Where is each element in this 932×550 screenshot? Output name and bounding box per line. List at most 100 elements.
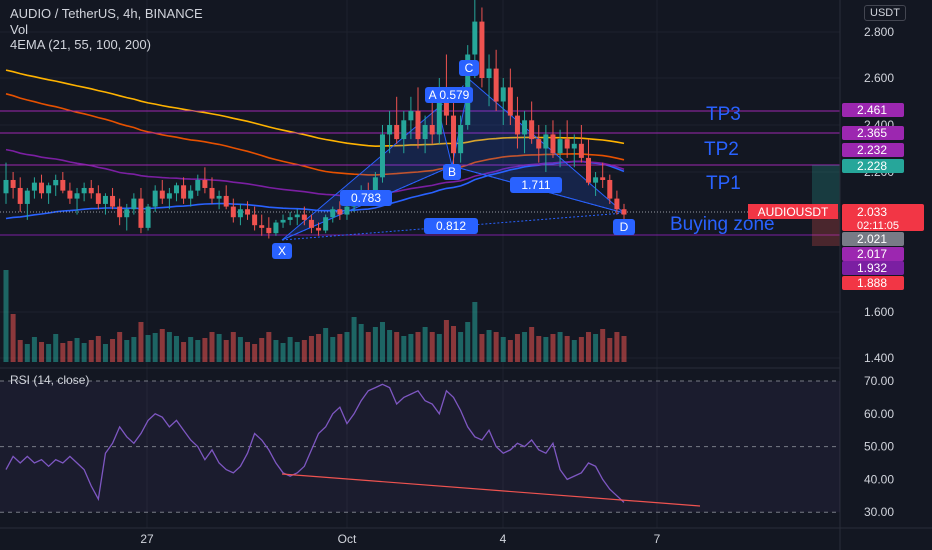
volume-bar — [557, 332, 563, 362]
candle-body — [379, 134, 385, 178]
candle-body — [209, 187, 215, 199]
volume-bar — [173, 336, 179, 362]
symbol-badge-bg — [748, 204, 838, 219]
candle-body — [614, 198, 620, 210]
price-label-bg — [842, 232, 904, 246]
candle-body — [110, 195, 116, 207]
ema-100-line — [5, 93, 625, 176]
candle-body — [252, 214, 258, 226]
volume-bar — [202, 338, 208, 362]
volume-bar — [443, 320, 449, 362]
candle-body — [486, 68, 492, 78]
volume-bar — [60, 343, 66, 362]
ratio-cd-label-bg — [510, 177, 562, 193]
volume-bar — [600, 329, 606, 362]
point-a-label-bg — [425, 87, 473, 103]
candle-body — [500, 87, 506, 102]
candle-body — [571, 143, 577, 149]
volume-bar — [344, 332, 350, 362]
volume-bar — [74, 338, 80, 362]
rsi-pane[interactable]: 70.00 60.00 50.00 40.00 30.00 — [0, 374, 894, 519]
volume-bar — [387, 330, 393, 362]
volume-bar — [39, 342, 45, 362]
candle-body — [316, 227, 322, 231]
price-label: 2.365 — [857, 126, 887, 140]
candle-body — [557, 139, 563, 154]
candle-body — [223, 195, 229, 207]
candle-body — [230, 206, 236, 218]
ema-indicator-label[interactable]: 4EMA (21, 55, 100, 200) — [10, 37, 151, 52]
tp-annotations[interactable]: TP3 TP2 TP1 Buying zone — [670, 104, 775, 235]
volume-bar — [401, 336, 407, 362]
point-d-label: D — [620, 220, 629, 234]
rsi-divergence-line — [281, 473, 701, 507]
volume-bar — [10, 314, 16, 362]
volume-bars — [3, 270, 627, 362]
price-label-bg — [842, 261, 904, 275]
volume-bar — [166, 332, 172, 362]
rsi-tick-label: 50.00 — [864, 440, 894, 454]
rsi-tick-label: 70.00 — [864, 374, 894, 388]
volume-bar — [145, 335, 151, 362]
candle-body — [522, 120, 528, 135]
currency-selector[interactable]: USDT — [864, 5, 906, 21]
volume-bar — [88, 340, 94, 362]
candle-body — [74, 193, 80, 199]
volume-bar — [536, 336, 542, 362]
volume-bar — [131, 337, 137, 362]
candle-body — [17, 187, 23, 204]
candle-body — [507, 87, 513, 116]
volume-bar — [252, 344, 258, 362]
time-axis[interactable]: 27 Oct 4 7 — [0, 527, 932, 546]
candle-body — [529, 120, 535, 140]
volume-bar — [316, 334, 322, 362]
ema-200-line — [5, 69, 625, 148]
candle-body — [181, 185, 187, 199]
volume-bar — [188, 337, 194, 362]
price-label-bg — [842, 143, 904, 157]
candle-body — [479, 21, 485, 79]
volume-bar — [550, 334, 556, 362]
volume-bar — [451, 326, 457, 362]
ratio-xb-label: 0.783 — [351, 191, 381, 205]
candle-body — [10, 179, 16, 188]
volume-bar — [237, 337, 243, 362]
candle-body — [266, 227, 272, 234]
pattern-labels[interactable]: X A 0.579 B C D 0.783 1.711 0.812 — [272, 60, 635, 259]
price-label: 2.232 — [857, 143, 887, 157]
price-label-bg — [842, 159, 904, 173]
point-b-label-bg — [443, 164, 461, 180]
candle-body — [287, 217, 293, 220]
candle-body — [145, 206, 151, 228]
price-label-bg — [842, 276, 904, 290]
volume-bar — [379, 322, 385, 362]
price-label: 1.932 — [857, 261, 887, 275]
candle-body — [216, 195, 222, 199]
point-b-label: B — [448, 165, 456, 179]
candle-body — [152, 190, 158, 207]
price-axis[interactable]: 2.8002.6002.4002.2001.6001.4002.4612.365… — [748, 0, 932, 550]
volume-bar — [280, 343, 286, 362]
volume-bar — [124, 340, 130, 362]
volume-bar — [216, 334, 222, 362]
candle-body — [308, 219, 314, 228]
candle-body — [294, 214, 300, 218]
volume-bar — [53, 334, 59, 362]
candle-body — [173, 185, 179, 194]
candle-body — [436, 87, 442, 135]
point-x-label-bg — [272, 243, 292, 259]
rsi-indicator-label[interactable]: RSI (14, close) — [10, 373, 90, 387]
volume-bar — [46, 344, 52, 362]
candle-body — [514, 115, 520, 135]
volume-bar — [95, 336, 101, 362]
volume-bar — [245, 342, 251, 362]
volume-bar — [138, 322, 144, 362]
candle-body — [159, 190, 165, 199]
point-c-label: C — [465, 61, 474, 75]
volume-bar — [522, 332, 528, 362]
volume-indicator-label[interactable]: Vol — [10, 22, 29, 37]
price-label-bg — [842, 247, 904, 261]
volume-bar — [195, 340, 201, 362]
symbol-badge: AUDIOUSDT — [758, 205, 829, 219]
